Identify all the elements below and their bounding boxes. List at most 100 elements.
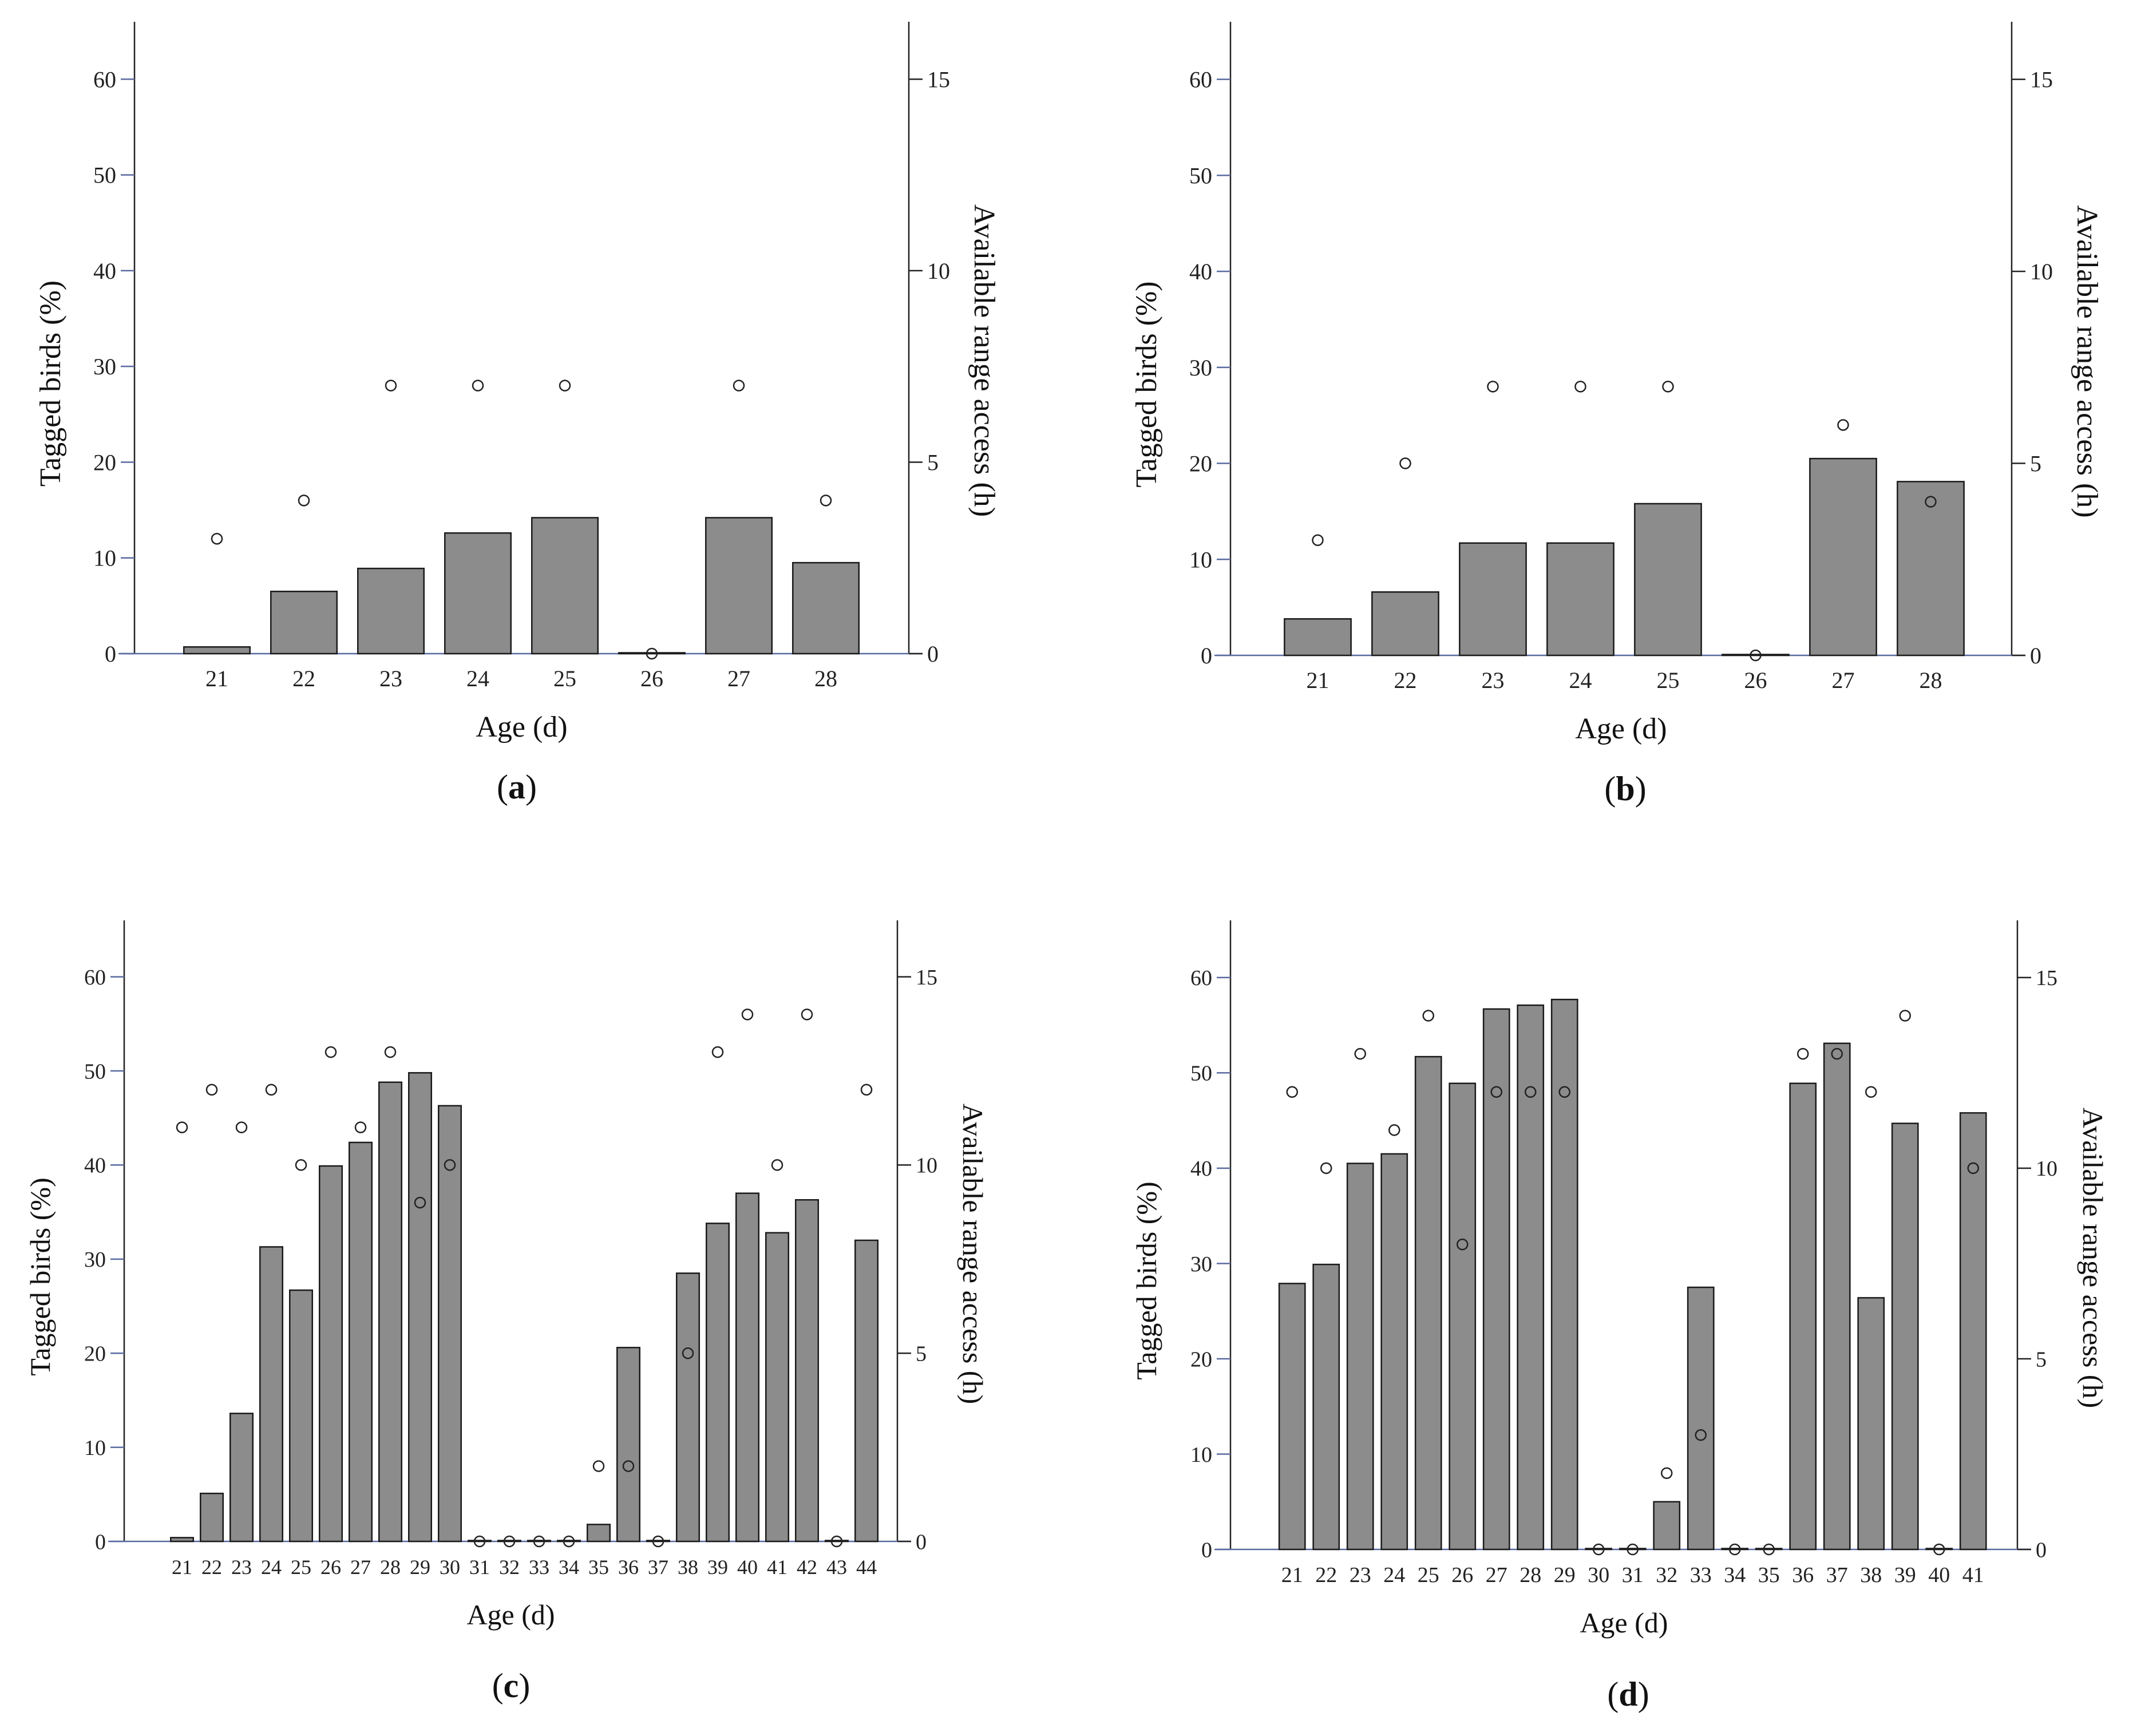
x-tick-label: 40 [737, 1556, 758, 1579]
left-y-tick-label: 0 [95, 1530, 106, 1554]
right-y-tick-label: 0 [927, 641, 939, 667]
range-access-marker [503, 1535, 516, 1548]
x-tick-label: 39 [1894, 1563, 1916, 1587]
left-y-axis-title: Tagged birds (%) [24, 1177, 56, 1375]
range-access-marker [1487, 381, 1499, 393]
right-y-tick-label: 10 [2030, 259, 2053, 284]
left-y-tick-label: 10 [93, 545, 116, 571]
bar [183, 646, 251, 655]
x-tick-label: 23 [379, 666, 402, 691]
right-y-tick-label: 15 [2036, 966, 2057, 990]
bar [792, 561, 860, 655]
bar [1891, 1122, 1919, 1551]
range-access-marker [1933, 1543, 1945, 1556]
bar [1857, 1297, 1885, 1551]
bar [1585, 1548, 1613, 1551]
x-axis-title: Age (d) [466, 1599, 555, 1631]
left-y-tick-label: 30 [84, 1248, 106, 1272]
bar [1459, 542, 1527, 657]
x-tick-label: 21 [205, 666, 228, 691]
range-access-marker [1354, 1047, 1366, 1060]
range-access-marker [1388, 1124, 1400, 1136]
left-y-tick-label: 50 [1190, 1062, 1212, 1086]
bar [735, 1192, 760, 1543]
x-tick-label: 28 [1920, 667, 1942, 693]
range-access-marker [1865, 1086, 1877, 1098]
x-tick-label: 35 [1758, 1563, 1780, 1587]
bar [1278, 1283, 1306, 1551]
range-access-marker [1662, 381, 1674, 393]
bar [288, 1289, 314, 1543]
range-access-marker [1797, 1047, 1809, 1060]
x-tick-label: 21 [1281, 1563, 1303, 1587]
x-tick-label: 41 [1962, 1563, 1984, 1587]
left-y-tick-label: 40 [93, 258, 116, 284]
x-tick-label: 37 [648, 1556, 668, 1579]
right-y-tick-label: 0 [2030, 643, 2041, 669]
right-y-tick-label: 5 [2030, 451, 2041, 477]
bar [618, 652, 686, 655]
range-access-marker [472, 379, 484, 392]
left-y-tick-label: 60 [1189, 67, 1212, 93]
bar [1482, 1008, 1510, 1551]
range-access-marker [533, 1535, 545, 1548]
bar [1789, 1082, 1817, 1551]
bar [467, 1540, 492, 1543]
x-tick-label: 30 [1588, 1563, 1609, 1587]
range-access-marker [1490, 1086, 1502, 1098]
left-y-tick-label: 10 [1189, 547, 1212, 572]
range-access-marker [205, 1083, 218, 1096]
bar [765, 1232, 790, 1543]
x-tick-label: 26 [640, 666, 663, 691]
left-y-tick-label: 60 [1190, 966, 1212, 990]
range-access-marker [622, 1460, 635, 1472]
x-tick-label: 28 [1519, 1563, 1541, 1587]
range-access-marker [711, 1046, 724, 1058]
right-y-tick-label: 0 [2036, 1538, 2047, 1562]
range-access-marker [1967, 1162, 1979, 1175]
x-tick-label: 26 [1744, 667, 1767, 693]
range-access-marker [176, 1121, 188, 1133]
panel-label: (b) [1604, 770, 1646, 808]
x-tick-label: 36 [1792, 1563, 1814, 1587]
right-y-axis-title: Available range access (h) [2071, 205, 2103, 517]
range-access-marker [771, 1159, 783, 1171]
bar [531, 517, 599, 655]
x-tick-label: 39 [707, 1556, 728, 1579]
bar [794, 1199, 820, 1543]
range-access-marker [1661, 1467, 1673, 1480]
x-tick-label: 30 [440, 1556, 460, 1579]
x-tick-label: 29 [410, 1556, 430, 1579]
bar [1653, 1501, 1681, 1551]
x-tick-label: 27 [1832, 667, 1855, 693]
bar [1634, 503, 1702, 657]
bar [854, 1239, 879, 1543]
x-tick-label: 27 [727, 666, 750, 691]
bar [1618, 1548, 1647, 1551]
left-y-tick-label: 20 [1189, 451, 1212, 477]
range-access-marker [1925, 496, 1937, 508]
left-y-tick-label: 60 [93, 66, 116, 92]
bar [1687, 1286, 1715, 1551]
bar [1449, 1082, 1477, 1551]
x-tick-label: 38 [678, 1556, 698, 1579]
bar [1380, 1153, 1408, 1551]
range-access-marker [733, 379, 745, 392]
range-access-marker [563, 1535, 575, 1548]
bar [318, 1165, 343, 1543]
left-y-axis-title: Tagged birds (%) [1130, 281, 1163, 487]
range-access-marker [414, 1196, 426, 1209]
x-tick-label: 21 [172, 1556, 192, 1579]
x-tick-label: 22 [201, 1556, 222, 1579]
right-y-tick-label: 5 [916, 1342, 927, 1366]
right-y-tick-label: 0 [916, 1530, 927, 1554]
x-tick-label: 21 [1307, 667, 1329, 693]
bar [616, 1347, 641, 1543]
x-tick-label: 26 [1451, 1563, 1473, 1587]
chart-panel-a: 0 10 20 30 40 50 60 0 5 10 15 21 22 23 24 25 26 27 28 Age (… [34, 22, 1000, 806]
range-access-marker [1695, 1429, 1707, 1441]
range-access-marker [1558, 1086, 1570, 1098]
left-y-tick-label: 40 [1190, 1157, 1212, 1181]
x-tick-label: 22 [1394, 667, 1417, 693]
bar [407, 1072, 433, 1543]
